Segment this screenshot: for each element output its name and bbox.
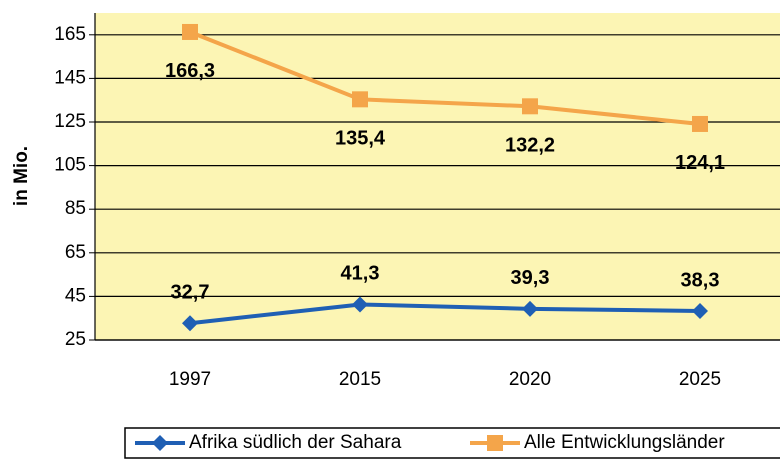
data-label: 39,3: [511, 267, 550, 289]
data-label: 32,7: [171, 281, 210, 303]
y-tick-label: 45: [65, 285, 86, 306]
y-tick-label: 65: [65, 242, 86, 263]
legend-label: Alle Entwicklungsländer: [524, 432, 725, 453]
marker: [352, 296, 368, 313]
data-label: 166,3: [165, 60, 215, 82]
y-tick-label: 145: [54, 67, 86, 88]
data-label: 38,3: [681, 269, 720, 291]
legend-label: Afrika südlich der Sahara: [189, 432, 402, 453]
plot-area: [95, 13, 780, 340]
y-axis-label: in Mio.: [11, 146, 32, 206]
legend-marker: [152, 435, 168, 451]
y-tick-label: 25: [65, 329, 86, 350]
y-tick-label: 85: [65, 198, 86, 219]
marker: [692, 115, 708, 132]
legend-marker: [487, 435, 503, 451]
x-tick-label: 1997: [169, 369, 211, 390]
series-line: [189, 30, 701, 126]
data-label: 132,2: [505, 135, 555, 157]
y-tick-label: 105: [54, 155, 86, 176]
marker: [522, 300, 538, 317]
data-label: 41,3: [341, 263, 380, 285]
series-line: [189, 302, 701, 326]
data-label: 135,4: [335, 128, 386, 150]
x-tick-label: 2015: [339, 369, 381, 390]
marker: [182, 315, 198, 332]
x-tick-label: 2020: [509, 369, 551, 390]
legend: [124, 427, 780, 459]
marker: [692, 303, 708, 320]
marker: [182, 23, 198, 40]
marker: [522, 98, 538, 115]
marker: [352, 91, 368, 108]
y-tick-label: 165: [54, 24, 86, 45]
data-label: 124,1: [675, 152, 725, 174]
y-tick-label: 125: [54, 111, 86, 132]
x-tick-label: 2025: [679, 369, 721, 390]
